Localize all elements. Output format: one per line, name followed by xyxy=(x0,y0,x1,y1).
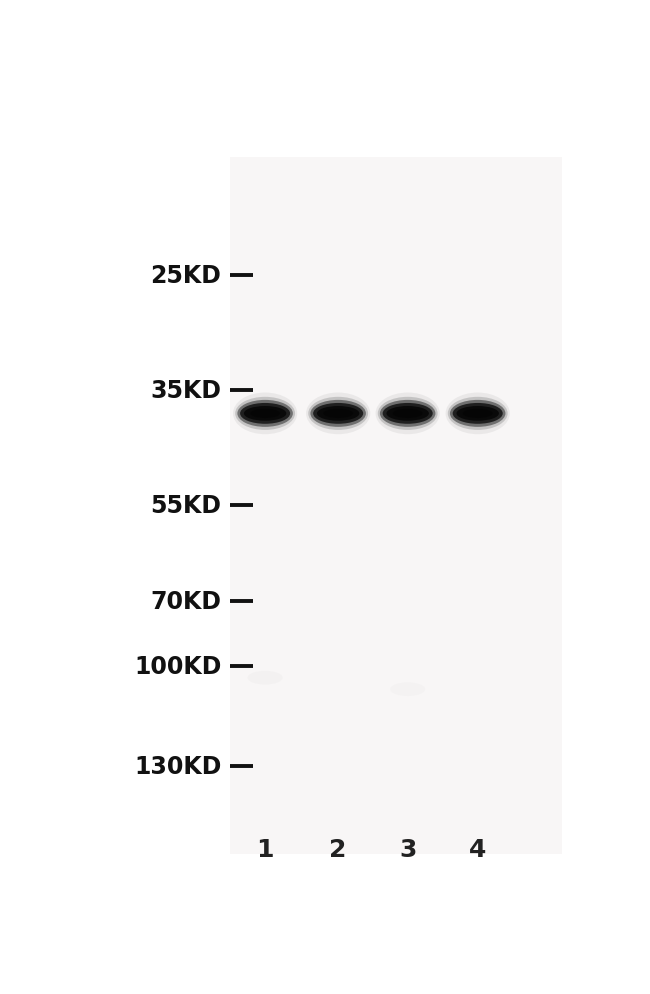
Text: 55KD: 55KD xyxy=(150,494,221,518)
Text: 3: 3 xyxy=(399,837,417,861)
Text: 4: 4 xyxy=(469,837,486,861)
Ellipse shape xyxy=(463,410,493,418)
Text: 35KD: 35KD xyxy=(150,379,221,403)
Ellipse shape xyxy=(446,394,510,434)
Text: 25KD: 25KD xyxy=(150,264,221,288)
Ellipse shape xyxy=(240,404,290,424)
Ellipse shape xyxy=(233,394,297,434)
Ellipse shape xyxy=(380,401,436,427)
Ellipse shape xyxy=(244,407,287,421)
FancyBboxPatch shape xyxy=(230,157,562,854)
Ellipse shape xyxy=(448,398,508,430)
Ellipse shape xyxy=(235,398,295,430)
Ellipse shape xyxy=(452,404,502,424)
Ellipse shape xyxy=(376,394,440,434)
Text: 1: 1 xyxy=(256,837,274,861)
Ellipse shape xyxy=(378,398,437,430)
Text: 100KD: 100KD xyxy=(134,654,221,679)
Text: 130KD: 130KD xyxy=(134,754,221,778)
Text: 70KD: 70KD xyxy=(150,589,221,613)
Ellipse shape xyxy=(450,401,506,427)
Ellipse shape xyxy=(250,410,280,418)
Ellipse shape xyxy=(387,407,429,421)
Text: 2: 2 xyxy=(330,837,347,861)
Ellipse shape xyxy=(383,404,433,424)
Ellipse shape xyxy=(311,401,366,427)
Ellipse shape xyxy=(313,404,363,424)
Ellipse shape xyxy=(393,410,422,418)
Ellipse shape xyxy=(237,401,293,427)
Ellipse shape xyxy=(248,671,283,685)
Ellipse shape xyxy=(323,410,353,418)
Ellipse shape xyxy=(456,407,499,421)
Ellipse shape xyxy=(317,407,359,421)
Ellipse shape xyxy=(306,394,370,434)
Ellipse shape xyxy=(308,398,368,430)
